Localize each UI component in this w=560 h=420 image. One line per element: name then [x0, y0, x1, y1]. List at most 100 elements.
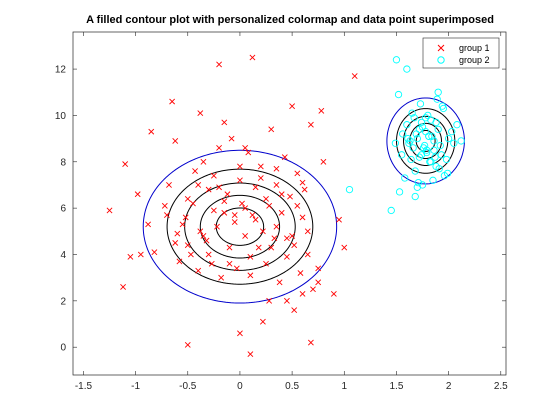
group-1-point — [195, 267, 202, 274]
group-1-point — [351, 73, 358, 79]
group-2-point — [433, 95, 441, 103]
group-1-point — [205, 186, 212, 193]
group-1-point — [259, 318, 266, 325]
group-2-point — [443, 169, 452, 178]
group-2-point — [436, 141, 444, 150]
group-1-point — [200, 158, 207, 165]
group-2-point — [391, 139, 400, 147]
group-2-point — [416, 100, 425, 108]
group-1-point — [228, 135, 235, 142]
contour-level-5 — [215, 129, 436, 246]
group-1-point — [242, 233, 249, 239]
group-1-point — [273, 223, 280, 230]
group-1-point — [252, 216, 259, 223]
plot-area — [72, 31, 507, 376]
group-1-point — [210, 172, 217, 179]
x-tick-label: 1 — [341, 381, 347, 392]
y-tick-label: 12 — [55, 65, 67, 76]
group-1-point — [210, 207, 217, 214]
y-tick-label: 6 — [60, 204, 66, 215]
group-1-point — [294, 170, 301, 177]
group-1-point — [307, 339, 314, 346]
group-2-point — [457, 137, 465, 145]
group-2-point — [430, 146, 438, 154]
group-1-point — [299, 179, 306, 186]
group-1-point — [127, 253, 134, 260]
group-1-point — [184, 242, 191, 249]
group-2-point — [422, 114, 430, 122]
legend-box — [422, 37, 500, 69]
x-tick-label: -1.5 — [75, 381, 93, 392]
group-2-point — [415, 125, 424, 133]
legend: group 1 group 2 — [422, 37, 500, 69]
group-2-point — [423, 146, 431, 154]
group-1-point — [330, 290, 337, 297]
group-1-point — [179, 221, 186, 228]
contour-level-1 — [142, 97, 465, 304]
group-1-point — [122, 161, 129, 168]
group-1-point — [151, 249, 158, 256]
group-1-point — [268, 244, 275, 251]
group-1-point — [237, 177, 243, 184]
y-tick-label: 0 — [60, 343, 66, 354]
group-2-point — [411, 167, 419, 175]
group-1-point — [304, 251, 311, 258]
group-2-point — [399, 130, 407, 138]
group-1-point — [197, 110, 204, 117]
group-2-point — [410, 114, 418, 122]
group-1-point — [169, 98, 176, 105]
group-1-point — [208, 260, 215, 267]
group-2-point — [409, 144, 417, 152]
group-1-point — [318, 107, 325, 114]
group-1-point — [299, 290, 306, 297]
group-1-point — [231, 219, 238, 225]
group-1-point — [307, 121, 314, 128]
group-1-point — [239, 200, 245, 207]
group-1-point — [289, 233, 296, 239]
y-tick-label: 8 — [60, 157, 66, 168]
group-1-point — [263, 195, 269, 202]
group-1-point — [195, 182, 202, 188]
group-1-point — [184, 341, 191, 348]
group-1-point — [263, 260, 269, 267]
group-2-point — [401, 174, 409, 182]
group-1-point — [315, 265, 322, 272]
group-1-point — [281, 154, 288, 161]
group-1-point — [200, 233, 207, 239]
group-1-point — [297, 270, 304, 276]
group-2-point — [394, 90, 403, 99]
group-1-point — [221, 119, 228, 126]
group-2-point — [435, 165, 443, 173]
group-1-point — [283, 297, 290, 304]
group-1-point — [214, 223, 220, 230]
group-1-point — [273, 165, 280, 172]
group-1-point — [203, 237, 210, 244]
group-1-point — [163, 212, 170, 219]
legend-label-group-1: group 1 — [459, 43, 490, 53]
group-2-points — [345, 56, 465, 215]
group-1-point — [216, 61, 222, 68]
x-tick-label: 2.5 — [494, 381, 508, 392]
group-2-point — [429, 176, 437, 184]
group-2-point — [442, 155, 451, 164]
group-1-point — [137, 251, 144, 258]
group-2-point — [406, 137, 414, 145]
group-2-point — [407, 155, 415, 164]
group-1-point — [299, 214, 306, 221]
group-1-point — [242, 205, 249, 212]
group-1-point — [320, 158, 327, 165]
group-2-point — [450, 139, 458, 147]
group-1-point — [237, 330, 243, 337]
group-1-point — [291, 307, 298, 314]
group-1-point — [268, 126, 275, 133]
x-tick-label: -1 — [131, 381, 140, 392]
x-tick-label: 1.5 — [389, 381, 403, 392]
group-1-point — [120, 284, 127, 290]
group-1-point — [283, 235, 290, 242]
group-2-point — [430, 137, 438, 145]
group-2-point — [444, 134, 453, 143]
group-2-point — [428, 132, 436, 140]
group-2-point — [434, 125, 442, 133]
group-1-point — [218, 274, 225, 281]
